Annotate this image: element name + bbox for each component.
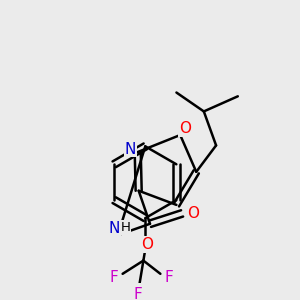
Text: F: F <box>110 270 118 285</box>
Text: N: N <box>124 142 136 157</box>
Text: N: N <box>108 221 120 236</box>
Text: F: F <box>134 287 142 300</box>
Text: O: O <box>179 121 191 136</box>
Text: O: O <box>188 206 200 221</box>
Text: O: O <box>141 237 153 252</box>
Text: H: H <box>121 221 130 234</box>
Text: F: F <box>164 270 173 285</box>
